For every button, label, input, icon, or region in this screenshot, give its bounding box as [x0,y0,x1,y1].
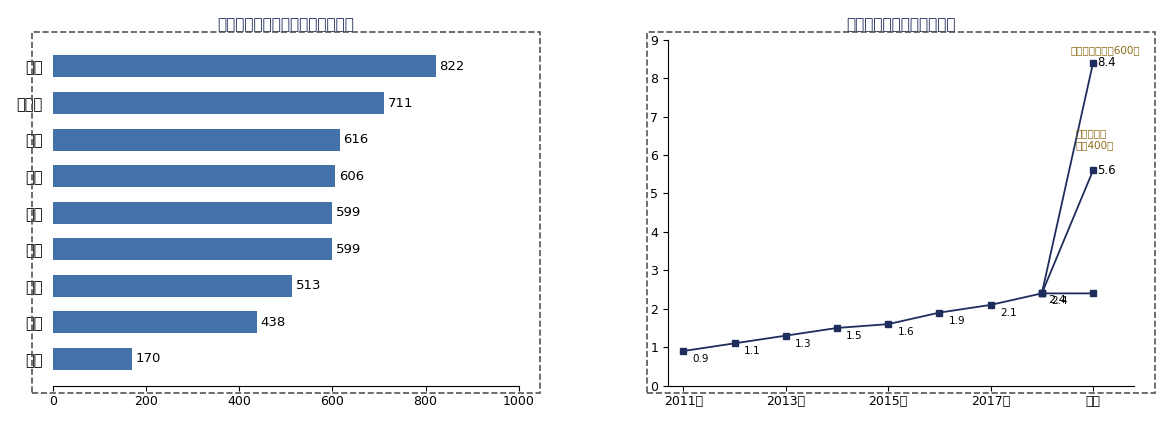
Text: 1.9: 1.9 [949,316,965,326]
Text: 1.5: 1.5 [846,331,863,341]
Bar [52,238,332,260]
Text: 822: 822 [440,60,464,73]
Text: 438: 438 [261,316,286,329]
Text: 0.9: 0.9 [693,354,709,364]
Bar [52,56,435,77]
Title: 中国汽车保有量及预测：亿: 中国汽车保有量及预测：亿 [846,17,956,32]
Text: 616: 616 [343,133,369,146]
Text: 513: 513 [296,279,321,292]
Text: 2.4: 2.4 [1051,297,1067,306]
Text: 1.3: 1.3 [795,339,811,349]
Text: 2.4: 2.4 [1048,295,1066,305]
Text: 按照千人保
有量400辆: 按照千人保 有量400辆 [1076,128,1114,150]
Text: 170: 170 [136,352,161,366]
Bar [52,92,384,114]
Bar [52,202,332,224]
Bar [52,275,292,297]
Text: 599: 599 [335,206,361,219]
Text: 5.6: 5.6 [1098,164,1116,177]
Text: 711: 711 [388,96,413,110]
Text: 8.4: 8.4 [1098,57,1116,69]
Bar [52,312,257,333]
Bar [52,165,335,187]
Bar [52,348,132,370]
Text: 按照千人保有量600辆: 按照千人保有量600辆 [1070,45,1140,56]
Bar [52,129,340,150]
Text: 1.6: 1.6 [897,327,914,337]
Text: 606: 606 [339,170,364,183]
Title: 全球主要国家千人汽车保有量：辆: 全球主要国家千人汽车保有量：辆 [218,17,354,32]
Text: 1.1: 1.1 [744,346,760,357]
Text: 599: 599 [335,243,361,256]
Text: 2.1: 2.1 [1000,308,1016,318]
